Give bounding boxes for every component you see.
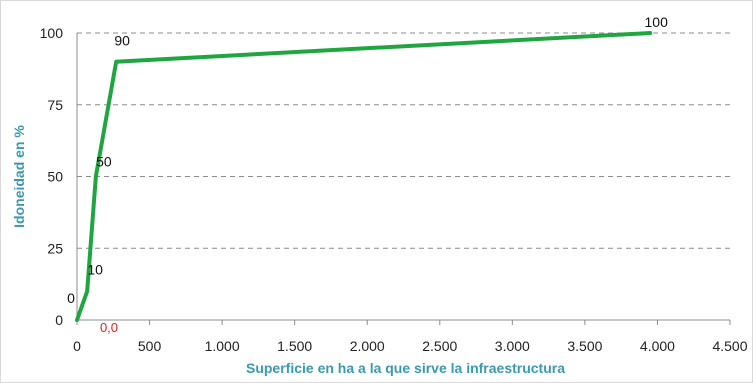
y-tick-label: 100 (40, 25, 64, 41)
y-tick-label: 75 (47, 97, 63, 113)
series-group (75, 31, 653, 322)
y-tick-label: 0 (55, 312, 63, 328)
x-tick-label: 0 (73, 338, 81, 354)
series-line (75, 31, 653, 322)
x-tick-label: 4.500 (712, 338, 747, 354)
x-axis-ticks: 0 500 1.000 1.500 2.000 2.500 3.000 3.500 4.000 4… (73, 320, 748, 354)
y-axis-title: Idoneidad en % (11, 125, 27, 228)
x-tick-label: 2.500 (422, 338, 457, 354)
x-tick-label: 2.000 (350, 338, 385, 354)
y-axis-ticks: 0 25 50 75 100 (40, 25, 64, 328)
y-tick-label: 25 (47, 240, 63, 256)
x-tick-label: 1.000 (205, 338, 240, 354)
x-tick-label: 3.000 (495, 338, 530, 354)
origin-label: 0,0 (100, 320, 118, 335)
data-label: 10 (87, 261, 103, 277)
x-tick-label: 3.500 (567, 338, 602, 354)
x-tick-label: 4.000 (640, 338, 675, 354)
x-tick-label: 500 (138, 338, 162, 354)
data-label: 90 (114, 33, 130, 49)
x-tick-label: 1.500 (277, 338, 312, 354)
data-label: 0 (67, 290, 75, 306)
gridlines (77, 32, 730, 249)
x-axis-title: Superficie en ha a la que sirve la infra… (246, 360, 565, 376)
y-tick-label: 50 (47, 169, 63, 185)
data-label: 50 (96, 154, 112, 170)
data-label: 100 (645, 14, 669, 30)
axes (76, 33, 730, 321)
data-labels: 0 10 50 90 100 (67, 14, 668, 306)
